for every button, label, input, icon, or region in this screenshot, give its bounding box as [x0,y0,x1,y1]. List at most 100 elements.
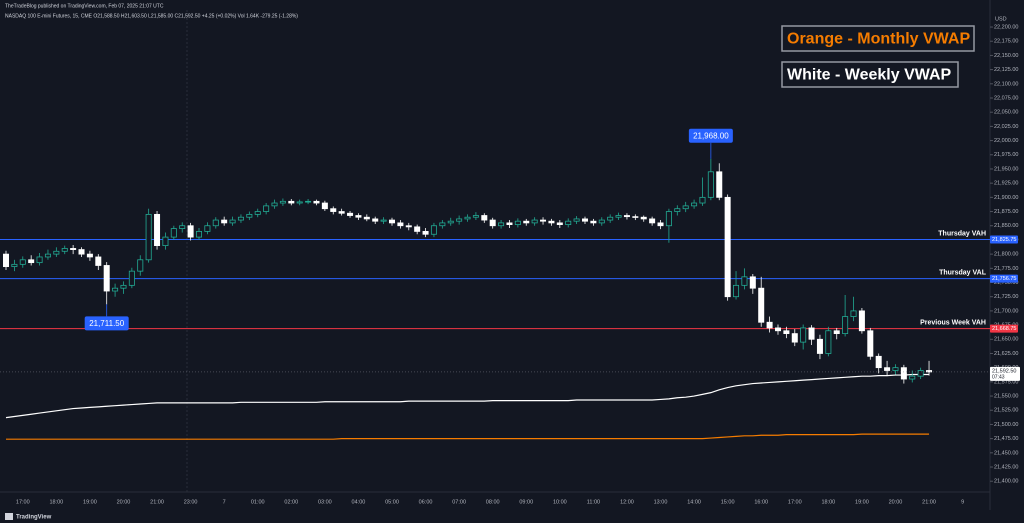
candle-body [120,284,127,289]
candle-body [170,228,177,238]
candle-body [11,263,18,268]
x-tick-label: 15:00 [721,499,735,505]
level-price-label: 21,756.75 [992,276,1016,282]
level-label: Previous Week VAH [920,319,986,326]
candle-body [842,316,849,335]
x-tick-label: 12:00 [620,499,634,505]
y-tick-label: 21,925.00 [994,181,1018,187]
y-tick-label: 21,550.00 [994,394,1018,400]
candle-body [506,222,513,226]
candle-body [44,253,51,258]
legend-entry: White - Weekly VWAP [787,67,952,84]
y-tick-label: 22,175.00 [994,39,1018,45]
y-tick-label: 22,050.00 [994,110,1018,116]
y-tick-label: 22,000.00 [994,138,1018,144]
candle-body [632,216,639,218]
candle-body [581,218,588,222]
candle-body [884,367,891,371]
candle-body [607,216,614,221]
y-tick-label: 22,025.00 [994,124,1018,130]
x-tick-label: 03:00 [318,499,332,505]
candle-body [707,171,714,198]
candle-body [195,231,202,238]
y-tick-label: 21,850.00 [994,223,1018,229]
candle-body [816,338,823,354]
x-tick-label: 10:00 [553,499,567,505]
candle-body [321,202,328,210]
callout-label: 21,711.50 [89,319,125,328]
level-price-tag [990,235,1018,244]
candle-body [724,196,731,298]
candle-body [347,212,354,216]
candle-body [338,211,345,214]
x-tick-label: 16:00 [754,499,768,505]
candle-body [221,219,228,224]
x-tick-label: 13:00 [654,499,668,505]
countdown-label: 07:43 [992,374,1005,380]
candle-body [271,202,278,207]
candle-body [716,171,723,198]
x-tick-label: 11:00 [587,499,600,505]
candle-body [137,259,144,272]
x-tick-label: 14:00 [687,499,701,505]
y-tick-label: 21,975.00 [994,152,1018,158]
candle-body [212,219,219,227]
y-tick-label: 21,475.00 [994,436,1018,442]
candle-body [154,213,161,247]
candle-body [246,213,253,218]
y-tick-label: 21,725.00 [994,294,1018,300]
candle-body [867,330,874,357]
x-tick-label: 23:00 [184,499,198,505]
y-tick-label: 21,875.00 [994,209,1018,215]
y-tick-label: 21,575.00 [994,379,1018,385]
candle-body [263,205,270,212]
candle-body [825,330,832,354]
y-tick-label: 21,450.00 [994,450,1018,456]
x-tick-label: 7 [223,499,226,505]
chart-title: TheTradeBlog published on TradingView.co… [5,3,164,9]
x-tick-label: 02:00 [284,499,298,505]
candle-body [28,259,35,264]
candle-body [78,249,85,255]
candle-body [103,265,110,292]
candle-body [858,310,865,332]
x-tick-label: 20:00 [889,499,903,505]
candle-body [791,333,798,343]
y-tick-label: 21,500.00 [994,422,1018,428]
candle-body [447,220,454,224]
candle-body [926,370,933,373]
candle-body [288,200,295,204]
candle-body [699,196,706,204]
candle-body [372,218,379,222]
y-tick-label: 21,775.00 [994,266,1018,272]
candle-body [531,219,538,224]
callout-box [84,316,129,331]
y-tick-label: 22,150.00 [994,53,1018,59]
candle-body [456,218,463,222]
y-tick-label: 21,900.00 [994,195,1018,201]
y-tick-label: 22,200.00 [994,24,1018,30]
level-label: Thursday VAL [939,270,987,277]
footer-logo [5,513,13,520]
x-tick-label: 17:00 [16,499,30,505]
candle-body [439,222,446,227]
candle-body [774,327,781,332]
candle-body [179,225,186,229]
last-price-tag [990,366,1020,381]
legend: Orange - Monthly VWAP White - Weekly VWAP [781,25,975,88]
candle-body [86,253,93,258]
chart-subtitle: NASDAQ 100 E-mini Futures, 15, CME O21,5… [5,13,298,19]
candle-body [615,215,622,218]
candle-body [296,201,303,204]
candle-body [279,200,286,204]
candle-body [162,236,169,247]
candle-body [397,222,404,227]
candle-body [229,219,236,224]
level-price-label: 21,668.75 [992,326,1016,332]
candle-body [808,327,815,340]
candle-body [313,200,320,204]
candle-body [674,208,681,212]
candle-body [565,220,572,226]
y-tick-label: 22,125.00 [994,67,1018,73]
